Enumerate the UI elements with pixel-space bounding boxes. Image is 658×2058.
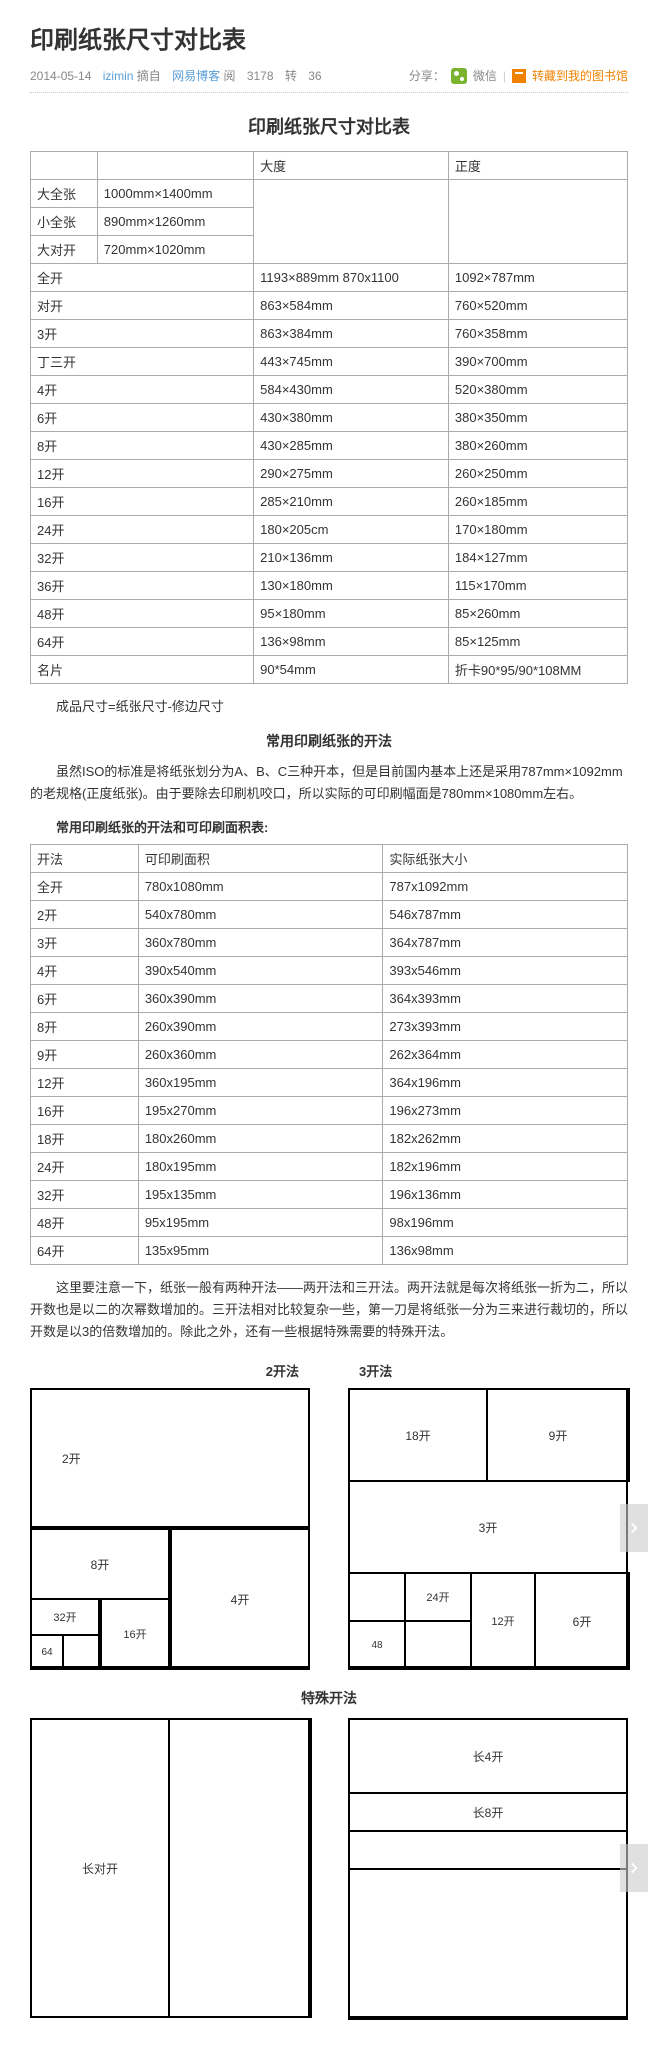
meta-right: 分享： 微信 | 转藏到我的图书馆: [409, 67, 628, 84]
diagram-special-left: 长对开: [30, 1718, 310, 2018]
wechat-icon[interactable]: [451, 68, 467, 84]
meta-shares: 36: [308, 69, 321, 83]
cell-blank1: [62, 1634, 100, 1670]
cell-3k: 3开: [348, 1480, 628, 1574]
para2: 这里要注意一下，纸张一般有两种开法——两开法和三开法。两开法就是每次将纸张一折为…: [30, 1277, 628, 1343]
diagram-2k: 2开 4开 8开 16开 32开 64: [30, 1388, 310, 1668]
meta-source-prefix: 摘自: [137, 69, 161, 83]
section1-title: 印刷纸张尺寸对比表: [30, 113, 628, 139]
diag1-label2: 3开法: [359, 1361, 392, 1380]
page-title: 印刷纸张尺寸对比表: [30, 20, 628, 55]
meta-date: 2014-05-14: [30, 69, 91, 83]
cell-12k: 12开: [470, 1572, 536, 1670]
cell-c8k: 长8开: [348, 1792, 628, 1832]
cell-2k: 2开: [30, 1388, 310, 1528]
cell-blank3: [404, 1620, 472, 1670]
diag1-label1: 2开法: [266, 1361, 299, 1380]
share-label: 分享：: [409, 67, 445, 84]
cell-64k: 64: [30, 1634, 64, 1670]
diagram-row-1: 2开 4开 8开 16开 32开 64 18开 9开 3开 6开 12开 24开…: [30, 1388, 628, 1668]
cell-blank-s1: [168, 1718, 312, 2018]
meta-bar: 2014-05-14 izimin 摘自 网易博客 阅 3178 转 36 分享…: [30, 67, 628, 93]
cell-9k: 9开: [486, 1388, 630, 1482]
cell-blank-s2: [348, 1830, 628, 1870]
cell-32k: 32开: [30, 1598, 100, 1636]
para1: 虽然ISO的标准是将纸张划分为A、B、C三种开本，但是目前国内基本上还是采用78…: [30, 761, 628, 805]
size-compare-table: 大度正度大全张1000mm×1400mm小全张890mm×1260mm大对开72…: [30, 151, 628, 684]
cell-8k: 8开: [30, 1528, 170, 1600]
diagram-3k: 18开 9开 3开 6开 12开 24开 48: [348, 1388, 628, 1668]
next-arrow-icon[interactable]: [620, 1504, 648, 1552]
cell-4k: 4开: [170, 1528, 310, 1670]
print-area-table: 开法可印刷面积实际纸张大小全开780x1080mm787x1092mm2开540…: [30, 844, 628, 1265]
cell-blank2: [348, 1572, 406, 1622]
next-arrow-icon-2[interactable]: [620, 1844, 648, 1892]
wechat-link[interactable]: 微信: [473, 67, 497, 84]
cell-blank-s3: [348, 1868, 628, 2020]
note1: 成品尺寸=纸张尺寸-修边尺寸: [30, 696, 628, 715]
diagram-labels: 2开法 3开法: [30, 1361, 628, 1380]
diag2-title: 特殊开法: [30, 1688, 628, 1708]
section2-sub: 常用印刷纸张的开法和可印刷面积表:: [30, 817, 628, 836]
meta-reads-label: 阅: [223, 69, 235, 83]
cell-6k: 6开: [534, 1572, 630, 1670]
meta-shares-label: 转: [285, 69, 297, 83]
meta-left: 2014-05-14 izimin 摘自 网易博客 阅 3178 转 36: [30, 67, 330, 84]
cell-16k: 16开: [100, 1598, 170, 1670]
save-link[interactable]: 转藏到我的图书馆: [532, 67, 628, 84]
cell-c4k: 长4开: [348, 1718, 628, 1794]
diagram-special-right: 长4开 长8开: [348, 1718, 628, 2018]
cell-24k: 24开: [404, 1572, 472, 1622]
meta-reads: 3178: [247, 69, 274, 83]
cell-cdk: 长对开: [30, 1718, 170, 2018]
meta-author[interactable]: izimin: [103, 69, 134, 83]
section2-title: 常用印刷纸张的开法: [30, 731, 628, 751]
diagram-row-2: 长对开 长4开 长8开: [30, 1718, 628, 2018]
cell-48k: 48: [348, 1620, 406, 1670]
save-icon[interactable]: [512, 69, 526, 83]
cell-18k: 18开: [348, 1388, 488, 1482]
meta-source[interactable]: 网易博客: [172, 69, 220, 83]
